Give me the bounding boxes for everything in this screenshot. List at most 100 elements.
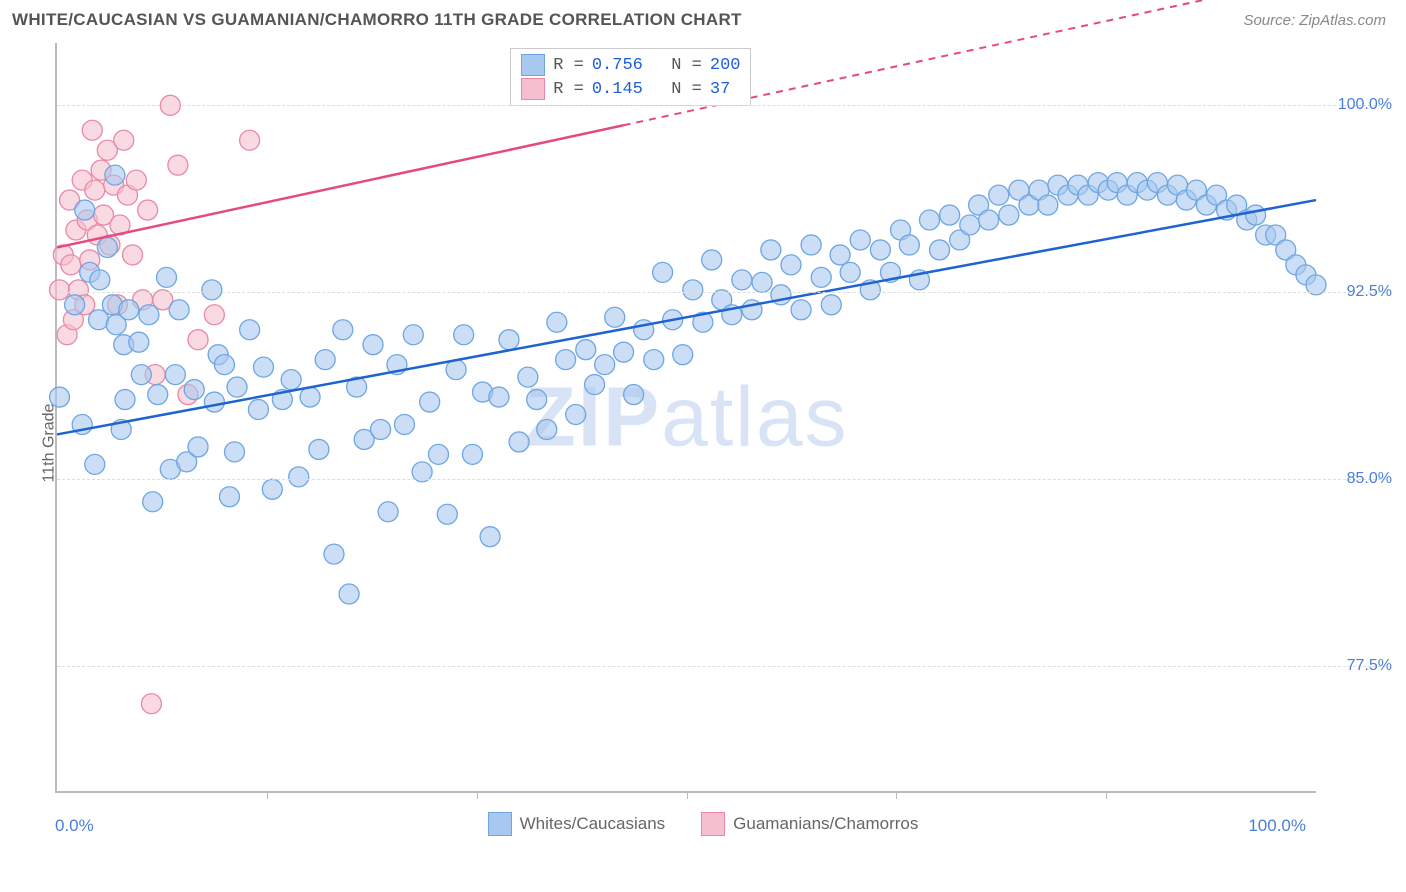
scatter-point [262, 479, 282, 499]
bottom-legend: Whites/Caucasians Guamanians/Chamorros [0, 812, 1406, 836]
stats-n-label: N = [651, 80, 702, 99]
scatter-point [499, 330, 519, 350]
scatter-point [129, 332, 149, 352]
scatter-point [919, 210, 939, 230]
scatter-point [556, 350, 576, 370]
scatter-point [339, 584, 359, 604]
scatter-point [333, 320, 353, 340]
scatter-point [227, 377, 247, 397]
scatter-point [240, 320, 260, 340]
scatter-point [315, 350, 335, 370]
y-tick-label: 100.0% [1322, 96, 1392, 114]
scatter-point [480, 527, 500, 547]
scatter-point [119, 300, 139, 320]
trend-line-a [57, 200, 1316, 434]
scatter-point [624, 385, 644, 405]
scatter-point [454, 325, 474, 345]
scatter-point [85, 180, 105, 200]
stats-n-label: N = [651, 56, 702, 75]
x-tick [687, 791, 688, 799]
stats-n-value: 37 [710, 80, 730, 99]
x-tick [896, 791, 897, 799]
scatter-point [85, 454, 105, 474]
chart-header: WHITE/CAUCASIAN VS GUAMANIAN/CHAMORRO 11… [0, 0, 1406, 38]
scatter-point [204, 392, 224, 412]
scatter-point [324, 544, 344, 564]
scatter-point [653, 262, 673, 282]
scatter-point [462, 444, 482, 464]
scatter-point [50, 280, 70, 300]
scatter-point [899, 235, 919, 255]
gridline [57, 479, 1386, 480]
scatter-point [371, 419, 391, 439]
scatter-point [90, 270, 110, 290]
scatter-point [168, 155, 188, 175]
scatter-point [644, 350, 664, 370]
chart-source: Source: ZipAtlas.com [1243, 12, 1386, 29]
stats-r-value: 0.145 [592, 80, 643, 99]
x-tick [1106, 791, 1107, 799]
y-tick-label: 77.5% [1322, 657, 1392, 675]
scatter-point [204, 305, 224, 325]
gridline [57, 666, 1386, 667]
scatter-point [225, 442, 245, 462]
scatter-point [870, 240, 890, 260]
scatter-point [188, 437, 208, 457]
scatter-point [489, 387, 509, 407]
scatter-point [188, 330, 208, 350]
scatter-point [289, 467, 309, 487]
scatter-point [801, 235, 821, 255]
scatter-point [214, 355, 234, 375]
scatter-point [126, 170, 146, 190]
stats-r-label: R = [553, 80, 584, 99]
scatter-point [509, 432, 529, 452]
scatter-point [850, 230, 870, 250]
scatter-point [115, 390, 135, 410]
scatter-point [309, 439, 329, 459]
scatter-point [595, 355, 615, 375]
plot-area: ZIPatlas R = 0.756 N = 200R = 0.145 N = … [55, 43, 1316, 793]
scatter-point [989, 185, 1009, 205]
legend-label: Whites/Caucasians [520, 814, 666, 834]
scatter-point [673, 345, 693, 365]
scatter-point [830, 245, 850, 265]
x-tick [267, 791, 268, 799]
scatter-point [248, 400, 268, 420]
scatter-point [811, 267, 831, 287]
scatter-point [143, 492, 163, 512]
scatter-point [791, 300, 811, 320]
scatter-point [105, 165, 125, 185]
y-tick-label: 92.5% [1322, 283, 1392, 301]
scatter-point [781, 255, 801, 275]
scatter-point [131, 365, 151, 385]
scatter-point [123, 245, 143, 265]
scatter-point [61, 255, 81, 275]
scatter-point [281, 370, 301, 390]
legend-label: Guamanians/Chamorros [733, 814, 918, 834]
gridline [57, 105, 1386, 106]
legend-item: Guamanians/Chamorros [701, 812, 918, 836]
scatter-point [1246, 205, 1266, 225]
scatter-point [65, 295, 85, 315]
scatter-point [930, 240, 950, 260]
scatter-point [165, 365, 185, 385]
scatter-point [999, 205, 1019, 225]
stats-row: R = 0.145 N = 37 [521, 77, 740, 101]
stats-r-label: R = [553, 56, 584, 75]
scatter-point [148, 385, 168, 405]
scatter-point [761, 240, 781, 260]
scatter-point [960, 215, 980, 235]
scatter-point [253, 357, 273, 377]
stats-row: R = 0.756 N = 200 [521, 53, 740, 77]
scatter-point [202, 280, 222, 300]
chart-title: WHITE/CAUCASIAN VS GUAMANIAN/CHAMORRO 11… [12, 10, 742, 30]
scatter-point [752, 272, 772, 292]
x-tick [477, 791, 478, 799]
scatter-point [50, 387, 70, 407]
chart-area: 11th Grade ZIPatlas R = 0.756 N = 200R =… [0, 38, 1406, 848]
scatter-point [527, 390, 547, 410]
scatter-point [979, 210, 999, 230]
gridline [57, 292, 1386, 293]
plot-svg [57, 43, 1316, 791]
scatter-point [1038, 195, 1058, 215]
